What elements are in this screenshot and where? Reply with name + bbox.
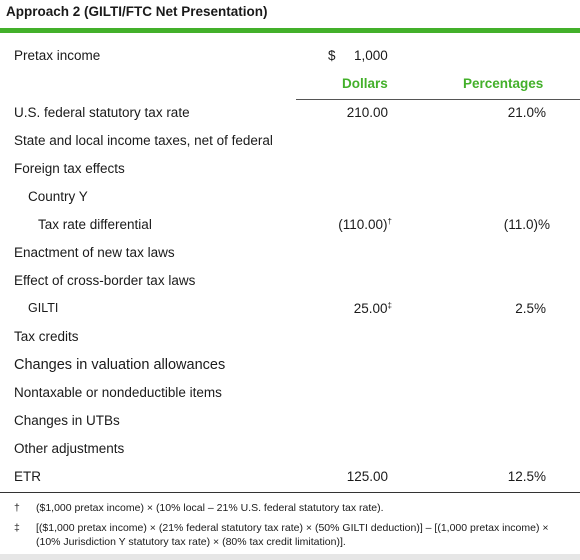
dollars-amount: 210.00 xyxy=(346,105,388,120)
row-label: Foreign tax effects xyxy=(14,161,125,176)
row-label: Other adjustments xyxy=(14,441,125,456)
header-percentages: Percentages xyxy=(463,76,544,91)
footnote-ref: ‡ xyxy=(387,301,392,310)
row-label: Country Y xyxy=(28,189,88,204)
footnote-mark: † xyxy=(14,502,20,514)
footnote-text: ($1,000 pretax income) × (10% local – 21… xyxy=(36,502,384,514)
row-label: GILTI xyxy=(28,301,59,315)
pretax-label: Pretax income xyxy=(14,48,101,63)
table-row: Effect of cross-border tax laws xyxy=(0,267,580,295)
header-dollars: Dollars xyxy=(342,76,388,91)
table-row: Tax credits xyxy=(0,323,580,351)
pretax-row: Pretax income $ 1,000 xyxy=(0,42,580,70)
dollars-value: 25.00‡ xyxy=(354,301,392,316)
table-row: Enactment of new tax laws xyxy=(0,239,580,267)
dollars-value: (110.00)† xyxy=(338,217,392,232)
footnote-mark: ‡ xyxy=(14,522,20,534)
table-row: Foreign tax effects xyxy=(0,155,580,183)
row-label: U.S. federal statutory tax rate xyxy=(14,105,190,120)
table-row: GILTI 25.00‡ 2.5% xyxy=(0,295,580,323)
table-row: Changes in valuation allowances xyxy=(0,351,580,379)
pretax-value: 1,000 xyxy=(354,48,388,63)
table-row: State and local income taxes, net of fed… xyxy=(0,127,580,155)
row-label: Tax rate differential xyxy=(38,217,152,232)
header-rule xyxy=(296,99,580,100)
table-row: Other adjustments xyxy=(0,435,580,463)
pretax-currency: $ xyxy=(328,48,336,63)
footnote-text: [($1,000 pretax income) × (21% federal s… xyxy=(36,522,549,548)
table-row: Changes in UTBs xyxy=(0,407,580,435)
title-accent-bar xyxy=(0,28,580,33)
table-title: Approach 2 (GILTI/FTC Net Presentation) xyxy=(6,4,268,19)
table-row: ETR 125.00 12.5% xyxy=(0,463,580,491)
table-row: Tax rate differential (110.00)† (11.0)% xyxy=(0,211,580,239)
row-label: Effect of cross-border tax laws xyxy=(14,273,196,288)
dollars-value: 125.00 xyxy=(347,469,388,484)
dollars-amount: (110.00) xyxy=(338,217,388,232)
row-label: Tax credits xyxy=(14,329,79,344)
row-label: ETR xyxy=(14,469,41,484)
row-label: Nontaxable or nondeductible items xyxy=(14,385,222,400)
dollars-amount: 125.00 xyxy=(346,469,388,484)
dollars-value: 210.00 xyxy=(347,105,388,120)
percent-value: 21.0% xyxy=(507,105,546,120)
percent-value: (11.0)% xyxy=(503,217,550,232)
bottom-bar xyxy=(0,554,580,560)
table-row: U.S. federal statutory tax rate 210.00 21.… xyxy=(0,99,580,127)
table-row: Nontaxable or nondeductible items xyxy=(0,379,580,407)
row-label: State and local income taxes, net of fed… xyxy=(14,133,273,148)
row-label: Changes in valuation allowances xyxy=(14,357,226,373)
row-label: Enactment of new tax laws xyxy=(14,245,175,260)
row-label: Changes in UTBs xyxy=(14,413,120,428)
percent-value: 2.5% xyxy=(515,301,546,316)
table-bottom-rule xyxy=(0,492,580,493)
dollars-amount: 25.00 xyxy=(353,301,388,316)
percent-value: 12.5% xyxy=(507,469,546,484)
footnote-ref: † xyxy=(387,217,392,226)
table-row: Country Y xyxy=(0,183,580,211)
